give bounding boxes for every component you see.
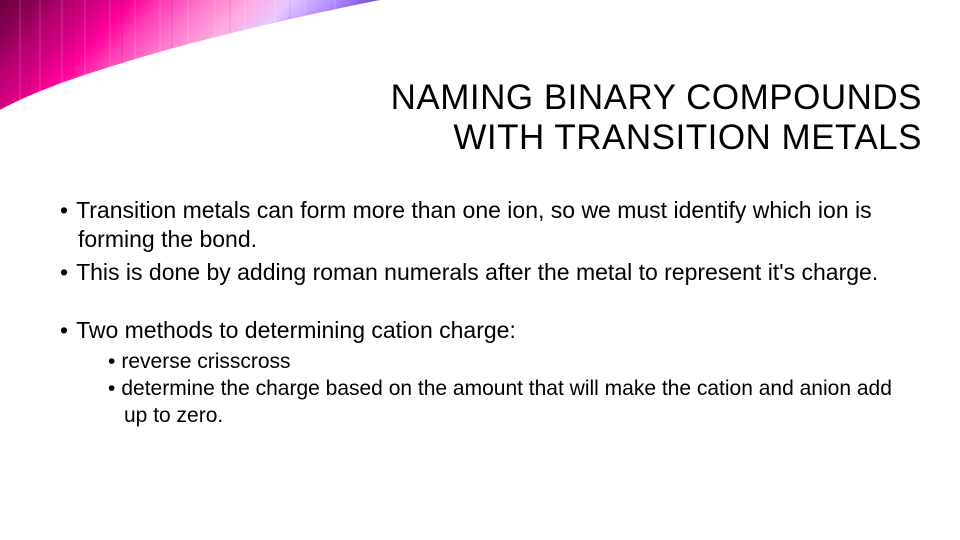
slide-body: •Transition metals can form more than on… (60, 196, 912, 430)
bullet-text: This is done by adding roman numerals af… (76, 259, 878, 285)
bullet-text: Transition metals can form more than one… (76, 197, 872, 252)
title-line2: WITH TRANSITION METALS (453, 118, 922, 157)
corner-gradient-decor (0, 0, 380, 120)
bullet-item: •Transition metals can form more than on… (60, 196, 912, 254)
sub-bullet-item: •determine the charge based on the amoun… (108, 376, 912, 430)
bullet-item: •Two methods to determining cation charg… (60, 316, 912, 345)
sub-bullet-item: •reverse crisscross (108, 349, 912, 376)
bullet-text: Two methods to determining cation charge… (76, 317, 516, 343)
slide-title: NAMING BINARY COMPOUNDS WITH TRANSITION … (391, 78, 922, 159)
bullet-item: •This is done by adding roman numerals a… (60, 258, 912, 287)
sub-bullet-text: determine the charge based on the amount… (121, 377, 892, 427)
title-line1: NAMING BINARY COMPOUNDS (391, 78, 922, 117)
sub-bullet-text: reverse crisscross (121, 350, 290, 373)
